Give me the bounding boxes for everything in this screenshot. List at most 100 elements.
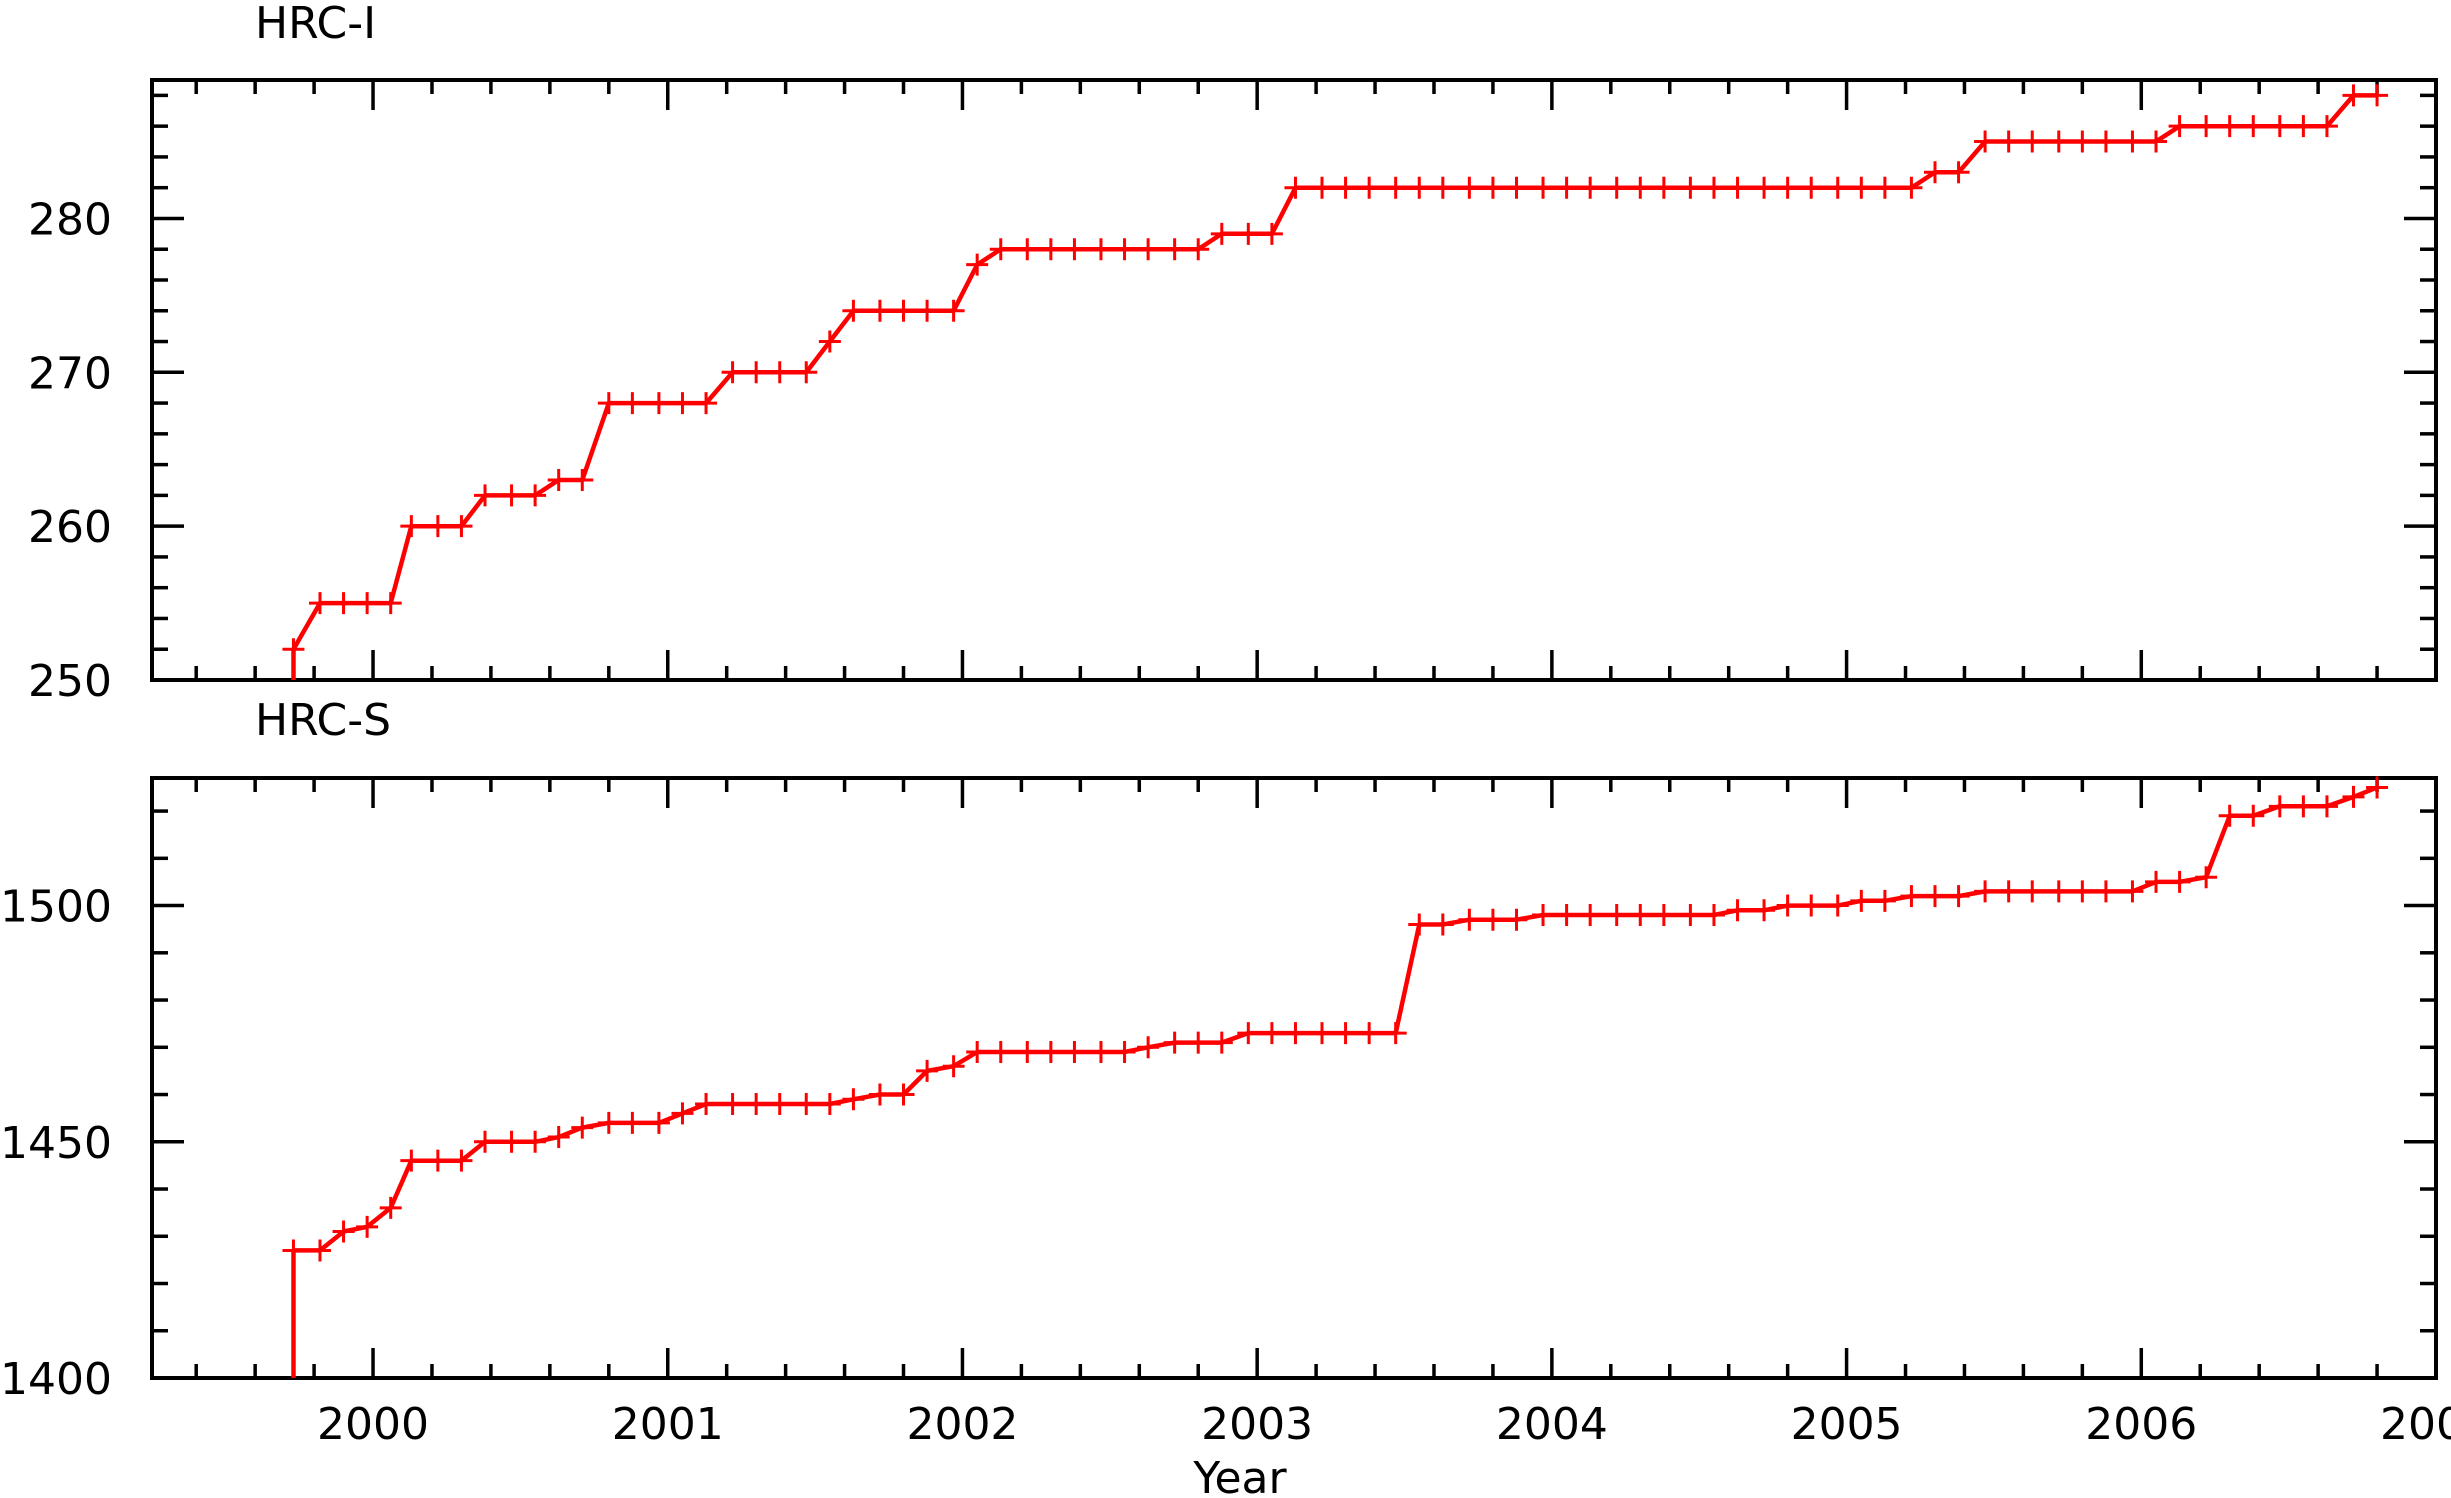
hrc-i-data-point xyxy=(1605,176,1628,199)
hrc-s-data-point xyxy=(1679,904,1702,927)
x-tick-label: 2001 xyxy=(612,1399,724,1450)
hrc-s-data-point xyxy=(2218,804,2241,827)
hrc-s-data-point xyxy=(892,1083,915,1106)
hrc-s-data-point xyxy=(1063,1041,1086,1064)
hrc-s-data-point xyxy=(2047,880,2070,903)
hrc-i-data-point xyxy=(1063,238,1086,261)
hrc-i-panel-title: HRC-I xyxy=(255,0,376,49)
hrc-s-data-point xyxy=(1505,908,1528,931)
hrc-s-data-point xyxy=(547,1126,570,1149)
hrc-s-data-point xyxy=(916,1059,939,1082)
hrc-i-data-point xyxy=(1089,238,1112,261)
hrc-i-data-point xyxy=(2268,115,2291,138)
hrc-i-data-point xyxy=(621,392,644,415)
hrc-i-data-point xyxy=(868,299,891,322)
hrc-i-data-point xyxy=(1873,176,1896,199)
hrc-i-data-point xyxy=(1187,238,1210,261)
y-tick-label: 1450 xyxy=(0,1118,112,1169)
hrc-i-data-point xyxy=(1579,176,1602,199)
hrc-i-data-point xyxy=(356,592,379,615)
hrc-s-data-point xyxy=(571,1116,594,1139)
hrc-s-data-point xyxy=(2242,804,2265,827)
hrc-s-data-point xyxy=(2268,795,2291,818)
hrc-s-data-point xyxy=(695,1092,718,1115)
hrc-s-data-point xyxy=(1652,904,1675,927)
hrc-s-series-line xyxy=(291,785,2378,1378)
hrc-i-data-point xyxy=(1260,222,1283,245)
hrc-s-data-point xyxy=(868,1083,891,1106)
hrc-s-data-point xyxy=(524,1130,547,1153)
hrc-i-data-point xyxy=(2094,130,2117,153)
hrc-i-data-point xyxy=(2218,115,2241,138)
hrc-s-data-point xyxy=(282,1239,305,1262)
hrc-s-data-point xyxy=(426,1149,449,1172)
hrc-i-data-point xyxy=(1137,238,1160,261)
hrc-i-data-point xyxy=(2292,115,2315,138)
hrc-s-data-point xyxy=(1579,904,1602,927)
hrc-i-data-point xyxy=(426,515,449,538)
hrc-i-data-point xyxy=(989,238,1012,261)
hrc-i-data-point xyxy=(795,361,818,384)
hrc-s-data-point xyxy=(1260,1022,1283,1045)
hrc-s-data-point xyxy=(1997,880,2020,903)
hrc-s-data-point xyxy=(1800,894,1823,917)
y-tick-label: 270 xyxy=(28,348,112,399)
hrc-i-data-point xyxy=(597,392,620,415)
hrc-i-data-point xyxy=(1532,176,1555,199)
hrc-s-data-point xyxy=(989,1041,1012,1064)
hrc-i-data-point xyxy=(892,299,915,322)
hrc-s-data-point xyxy=(1532,904,1555,927)
hrc-i-plot-frame xyxy=(150,78,2438,682)
hrc-s-data-point xyxy=(500,1130,523,1153)
hrc-i-data-point xyxy=(332,592,355,615)
hrc-s-data-point xyxy=(2292,795,2315,818)
hrc-s-data-point xyxy=(795,1092,818,1115)
hrc-i-data-point xyxy=(571,469,594,491)
hrc-i-data-point xyxy=(1210,222,1233,245)
hrc-i-data-point xyxy=(1284,176,1307,199)
hrc-i-data-point xyxy=(1702,176,1725,199)
hrc-i-data-point xyxy=(768,361,791,384)
hrc-i-data-point xyxy=(745,361,768,384)
hrc-i-data-point xyxy=(1555,176,1578,199)
hrc-i-data-point xyxy=(695,392,718,415)
hrc-s-data-point xyxy=(721,1092,744,1115)
hrc-i-data-point xyxy=(1826,176,1849,199)
hrc-i-data-point xyxy=(1900,176,1923,199)
hrc-s-plot-frame xyxy=(150,776,2438,1380)
hrc-i-data-point xyxy=(1334,176,1357,199)
hrc-i-data-point xyxy=(1923,161,1946,184)
hrc-i-data-point xyxy=(1358,176,1381,199)
hrc-i-data-point xyxy=(2047,130,2070,153)
hrc-s-panel: HRC-S 2000 2001 2002 2003 2004 2005 2006 2007 14… xyxy=(0,695,2451,1450)
hrc-i-data-point xyxy=(2145,130,2168,153)
hrc-s-data-point xyxy=(1753,899,1776,922)
hrc-i-data-point xyxy=(547,469,570,491)
hrc-s-data-point xyxy=(1555,904,1578,927)
hrc-i-data-point xyxy=(2315,115,2338,138)
hrc-i-data-point xyxy=(647,392,670,415)
hrc-i-data-point xyxy=(1384,176,1407,199)
hrc-i-data-point xyxy=(524,484,547,507)
hrc-s-data-point xyxy=(400,1149,423,1172)
hrc-i-data-point xyxy=(282,638,305,661)
hrc-s-data-point xyxy=(1163,1031,1186,1054)
hrc-s-data-point xyxy=(1873,889,1896,912)
hrc-s-data-point xyxy=(1237,1022,1260,1045)
hrc-i-data-point xyxy=(474,484,497,507)
hrc-i-data-point xyxy=(1800,176,1823,199)
hrc-s-data-point xyxy=(647,1111,670,1134)
hrc-s-data-point xyxy=(1947,885,1970,908)
hrc-s-data-point xyxy=(1629,904,1652,927)
hrc-i-data-point xyxy=(916,299,939,322)
hrc-s-data-point xyxy=(842,1088,865,1111)
hrc-s-data-point xyxy=(1284,1022,1307,1045)
hrc-i-data-point xyxy=(1974,130,1997,153)
hrc-i-data-point xyxy=(1947,161,1970,184)
hrc-i-data-point xyxy=(1113,238,1136,261)
hrc-s-data-point xyxy=(1016,1041,1039,1064)
x-tick-label: 2006 xyxy=(2085,1399,2197,1450)
hrc-i-data-point xyxy=(966,253,989,276)
hrc-i-data-point xyxy=(1163,238,1186,261)
